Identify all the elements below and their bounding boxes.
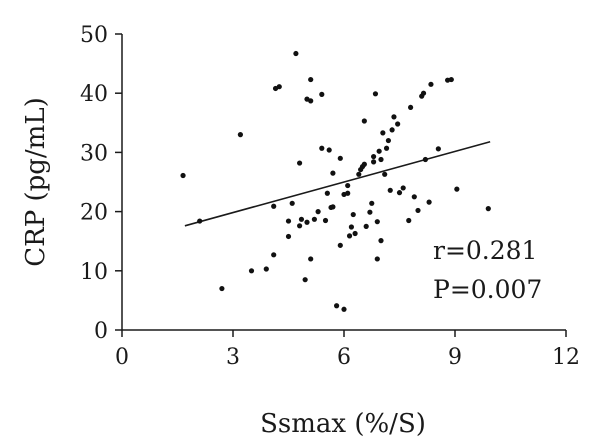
x-tick-label: 3 bbox=[226, 345, 240, 370]
scatter-point bbox=[337, 242, 343, 248]
y-tick-label: 40 bbox=[80, 82, 108, 107]
scatter-point bbox=[356, 171, 362, 177]
scatter-point bbox=[352, 230, 358, 237]
scatter-point bbox=[319, 91, 325, 97]
scatter-point bbox=[346, 233, 353, 239]
scatter-point bbox=[237, 132, 243, 138]
scatter-point bbox=[324, 190, 330, 196]
scatter-point bbox=[337, 155, 343, 161]
scatter-point bbox=[248, 268, 255, 274]
scatter-point bbox=[415, 207, 421, 214]
scatter-point bbox=[285, 218, 292, 224]
regression-line bbox=[184, 140, 491, 227]
scatter-point bbox=[308, 76, 314, 83]
scatter-point bbox=[400, 185, 406, 191]
scatter-point bbox=[448, 76, 454, 83]
scatter-point bbox=[361, 118, 367, 124]
scatter-point bbox=[271, 252, 277, 258]
scatter-point bbox=[297, 223, 303, 229]
scatter-point bbox=[382, 171, 388, 177]
x-axis-title: Ssmax (%/S) bbox=[260, 409, 426, 439]
scatter-point bbox=[426, 199, 432, 205]
scatter-point bbox=[302, 277, 308, 283]
scatter-point bbox=[428, 81, 434, 87]
scatter-point bbox=[395, 121, 401, 127]
scatter-point bbox=[289, 200, 295, 206]
scatter-point bbox=[371, 153, 377, 160]
scatter-point bbox=[263, 266, 269, 272]
y-tick-label: 0 bbox=[94, 319, 108, 344]
scatter-point bbox=[391, 114, 397, 120]
scatter-point bbox=[276, 84, 282, 90]
scatter-point bbox=[408, 104, 414, 111]
p-value-annotation: P=0.007 bbox=[433, 275, 542, 304]
scatter-point bbox=[319, 145, 325, 151]
scatter-point bbox=[387, 187, 393, 193]
x-tick-label: 6 bbox=[337, 345, 351, 370]
scatter-point bbox=[374, 256, 380, 262]
scatter-point bbox=[396, 190, 403, 196]
scatter-point bbox=[330, 170, 336, 176]
y-tick-label: 30 bbox=[80, 141, 108, 166]
scatter-point bbox=[374, 219, 380, 225]
scatter-point bbox=[326, 147, 332, 153]
y-axis-title: CRP (pg/mL) bbox=[21, 97, 51, 266]
scatter-point bbox=[411, 194, 417, 200]
scatter-point bbox=[285, 233, 292, 240]
scatter-point bbox=[420, 90, 427, 96]
scatter-point bbox=[435, 146, 441, 152]
scatter-point bbox=[376, 148, 382, 154]
scatter-point bbox=[380, 130, 386, 136]
scatter-point bbox=[180, 172, 186, 179]
scatter-point bbox=[271, 203, 277, 209]
data-points bbox=[180, 50, 491, 312]
scatter-point bbox=[363, 223, 369, 229]
scatter-point bbox=[378, 238, 384, 244]
scatter-point bbox=[389, 127, 395, 133]
scatter-point bbox=[345, 190, 351, 196]
scatter-point bbox=[385, 137, 391, 144]
x-tick-label: 12 bbox=[552, 345, 580, 370]
scatter-point bbox=[369, 200, 375, 206]
scatter-point bbox=[350, 211, 356, 218]
scatter-point bbox=[298, 216, 305, 222]
correlation-annotation: r=0.281 bbox=[433, 236, 537, 265]
scatter-point bbox=[315, 209, 321, 215]
y-tick-label: 10 bbox=[80, 260, 108, 285]
scatter-point bbox=[361, 161, 367, 167]
scatter-point bbox=[378, 156, 384, 163]
y-tick-label: 50 bbox=[80, 23, 108, 48]
y-tick-label: 20 bbox=[80, 201, 108, 226]
scatter-point bbox=[406, 217, 412, 224]
scatter-point bbox=[322, 217, 329, 224]
scatter-point bbox=[293, 50, 299, 57]
scatter-point bbox=[371, 159, 377, 165]
scatter-point bbox=[348, 224, 354, 230]
scatter-point bbox=[372, 91, 379, 97]
scatter-point bbox=[341, 306, 347, 312]
scatter-point bbox=[334, 303, 340, 309]
scatter-point bbox=[304, 219, 310, 225]
scatter-point bbox=[308, 98, 314, 104]
scatter-point bbox=[197, 218, 203, 224]
scatter-point bbox=[383, 145, 390, 151]
scatter-point bbox=[308, 256, 314, 262]
scatter-point bbox=[219, 285, 225, 292]
scatter-point bbox=[485, 206, 491, 212]
scatter-point bbox=[345, 182, 351, 189]
scatter-point bbox=[297, 160, 303, 166]
x-ticks: 0 3 6 9 12 bbox=[115, 330, 580, 370]
x-tick-label: 9 bbox=[448, 345, 462, 370]
y-ticks: 0 10 20 30 40 50 bbox=[80, 23, 122, 344]
scatter-point bbox=[367, 209, 373, 215]
scatter-point bbox=[422, 156, 428, 163]
x-tick-label: 0 bbox=[115, 345, 129, 370]
scatter-point bbox=[454, 186, 460, 192]
scatter-point bbox=[330, 204, 336, 210]
scatter-point bbox=[311, 216, 317, 222]
